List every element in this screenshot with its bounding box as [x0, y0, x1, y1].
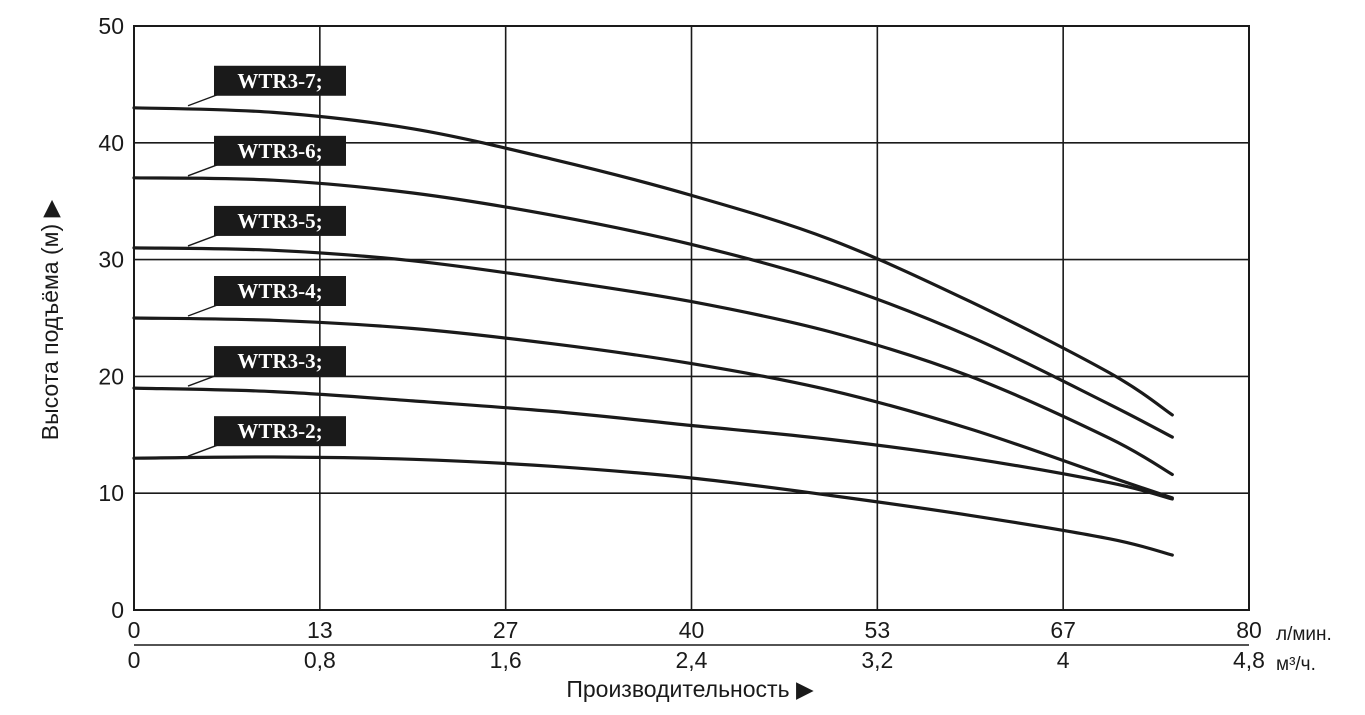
- series-line: [132, 176, 1174, 439]
- series-tag-label: WTR3-4;: [237, 279, 322, 303]
- series-tag-box: [214, 346, 346, 377]
- x-tick-label-lpm: 67: [1050, 617, 1076, 643]
- series-tag-box: [214, 416, 346, 447]
- series-tag-label: WTR3-3;: [237, 349, 322, 373]
- axes: 0 10 20 30 40 50 0 13 27 40 53 67 80 0 0,8 1,6 2,4 3,2 4 4,…: [98, 13, 1265, 673]
- series-tag-label: WTR3-6;: [237, 139, 322, 163]
- series-tag-label: WTR3-5;: [237, 209, 322, 233]
- series-tags: WTR3-7; WTR3-6; WTR3-5; WTR3-4; WTR3-3; WTR3-…: [187, 65, 346, 457]
- series-tag-label: WTR3-7;: [237, 69, 322, 93]
- series-line: [132, 106, 1174, 417]
- x-tick-label-lpm: 0: [128, 617, 141, 643]
- y-tick-label: 50: [98, 13, 124, 39]
- series-line: [132, 455, 1174, 557]
- x-tick-label-m3h: 1,6: [490, 647, 522, 673]
- y-tick-label: 40: [98, 130, 124, 156]
- curves: [132, 106, 1174, 557]
- series-tag-box: [214, 65, 346, 96]
- x-tick-label-m3h: 0,8: [304, 647, 336, 673]
- x-bottom-unit-label: м³/ч.: [1276, 654, 1316, 675]
- series-tag-box: [214, 135, 346, 166]
- y-tick-label: 10: [98, 480, 124, 506]
- series-tag-box: [214, 205, 346, 236]
- x-tick-label-lpm: 80: [1236, 617, 1262, 643]
- x-tick-label-lpm: 53: [865, 617, 891, 643]
- x-tick-label-lpm: 40: [679, 617, 705, 643]
- x-tick-label-m3h: 0: [128, 647, 141, 673]
- x-tick-label-m3h: 4,8: [1233, 647, 1265, 673]
- series-tag-box: [214, 276, 346, 306]
- x-axis-title: Производительность ▶: [566, 676, 814, 702]
- x-tick-label-m3h: 2,4: [676, 647, 708, 673]
- x-tick-label-lpm: 13: [307, 617, 333, 643]
- x-top-unit-label: л/мин.: [1276, 624, 1332, 645]
- y-tick-label: 30: [98, 247, 124, 273]
- series-line: [132, 316, 1174, 500]
- series-line: [132, 386, 1174, 501]
- series-tag-label: WTR3-2;: [237, 419, 322, 443]
- x-tick-label-lpm: 27: [493, 617, 519, 643]
- x-tick-label-m3h: 4: [1057, 647, 1070, 673]
- series-line: [132, 246, 1174, 477]
- grid: [133, 25, 1250, 611]
- y-axis-title: Высота подъёма (м) ▶: [37, 199, 63, 440]
- x-tick-label-m3h: 3,2: [861, 647, 893, 673]
- y-tick-label: 0: [111, 597, 124, 623]
- y-tick-label: 20: [98, 363, 124, 389]
